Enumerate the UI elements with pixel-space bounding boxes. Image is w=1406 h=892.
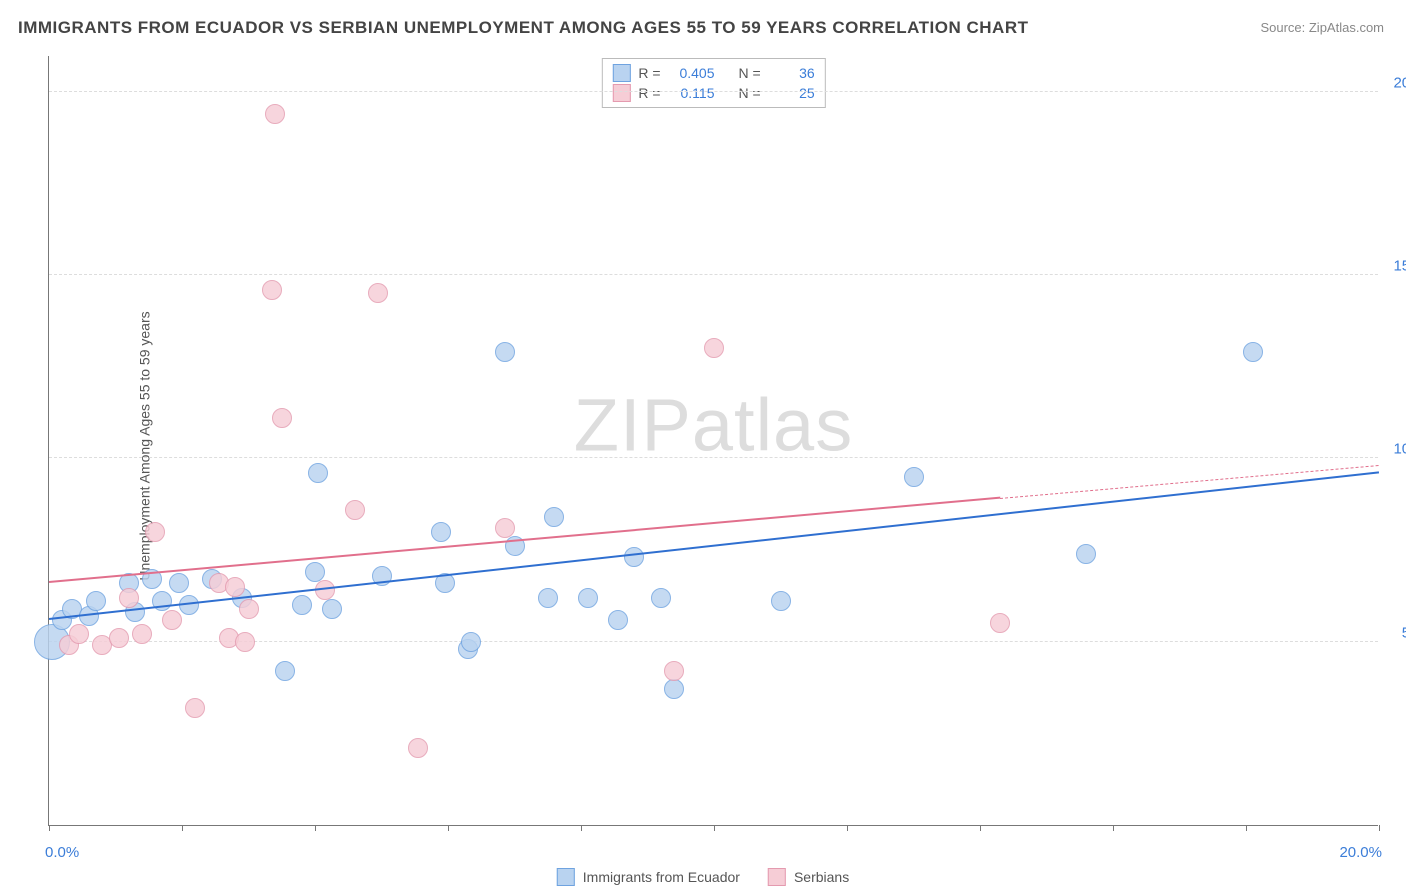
point-serbians — [225, 577, 245, 597]
x-tick — [1113, 825, 1114, 831]
point-ecuador — [771, 591, 791, 611]
point-ecuador — [608, 610, 628, 630]
point-ecuador — [461, 632, 481, 652]
watermark-part-a: ZIP — [574, 384, 692, 467]
x-tick — [315, 825, 316, 831]
x-tick — [980, 825, 981, 831]
x-tick-label: 20.0% — [1339, 844, 1382, 861]
point-ecuador — [86, 591, 106, 611]
point-ecuador — [578, 588, 598, 608]
point-serbians — [69, 624, 89, 644]
point-ecuador — [538, 588, 558, 608]
x-tick-label: 0.0% — [45, 844, 79, 861]
x-tick — [448, 825, 449, 831]
point-ecuador — [305, 562, 325, 582]
point-ecuador — [322, 599, 342, 619]
legend-item-serbians: Serbians — [768, 868, 849, 886]
legend-row-ecuador: R = 0.405 N = 36 — [612, 63, 814, 83]
r-value: 0.115 — [669, 83, 715, 103]
point-serbians — [239, 599, 259, 619]
point-ecuador — [1243, 342, 1263, 362]
point-ecuador — [495, 342, 515, 362]
legend-label: Immigrants from Ecuador — [583, 869, 740, 885]
x-tick — [1379, 825, 1380, 831]
source-attribution: Source: ZipAtlas.com — [1260, 20, 1384, 35]
point-serbians — [145, 522, 165, 542]
point-serbians — [132, 624, 152, 644]
n-value: 25 — [769, 83, 815, 103]
series-legend: Immigrants from Ecuador Serbians — [557, 868, 849, 886]
gridline — [49, 457, 1378, 458]
point-serbians — [109, 628, 129, 648]
point-serbians — [272, 408, 292, 428]
watermark-part-b: atlas — [692, 384, 853, 467]
point-ecuador — [544, 507, 564, 527]
correlation-legend: R = 0.405 N = 36 R = 0.115 N = 25 — [601, 58, 825, 108]
point-ecuador — [664, 679, 684, 699]
point-ecuador — [1076, 544, 1096, 564]
point-serbians — [162, 610, 182, 630]
n-label: N = — [739, 83, 761, 103]
point-serbians — [408, 738, 428, 758]
point-serbians — [704, 338, 724, 358]
gridline — [49, 274, 1378, 275]
point-serbians — [495, 518, 515, 538]
legend-swatch-ecuador — [612, 64, 630, 82]
point-serbians — [262, 280, 282, 300]
legend-item-ecuador: Immigrants from Ecuador — [557, 868, 740, 886]
x-tick — [49, 825, 50, 831]
gridline — [49, 91, 1378, 92]
point-serbians — [368, 283, 388, 303]
y-tick-label: 5.0% — [1382, 624, 1406, 641]
y-tick-label: 20.0% — [1382, 74, 1406, 91]
legend-swatch-ecuador — [557, 868, 575, 886]
point-ecuador — [431, 522, 451, 542]
r-label: R = — [638, 83, 660, 103]
n-value: 36 — [769, 63, 815, 83]
point-serbians — [185, 698, 205, 718]
x-tick — [581, 825, 582, 831]
point-ecuador — [308, 463, 328, 483]
chart-title: IMMIGRANTS FROM ECUADOR VS SERBIAN UNEMP… — [18, 18, 1028, 38]
r-value: 0.405 — [669, 63, 715, 83]
x-tick — [847, 825, 848, 831]
x-tick — [714, 825, 715, 831]
trend-line — [49, 497, 1000, 583]
r-label: R = — [638, 63, 660, 83]
legend-row-serbians: R = 0.115 N = 25 — [612, 83, 814, 103]
point-ecuador — [275, 661, 295, 681]
legend-label: Serbians — [794, 869, 849, 885]
point-ecuador — [292, 595, 312, 615]
point-serbians — [664, 661, 684, 681]
point-serbians — [119, 588, 139, 608]
point-ecuador — [624, 547, 644, 567]
y-tick-label: 10.0% — [1382, 441, 1406, 458]
point-serbians — [265, 104, 285, 124]
legend-swatch-serbians — [768, 868, 786, 886]
x-tick — [1246, 825, 1247, 831]
n-label: N = — [739, 63, 761, 83]
point-ecuador — [152, 591, 172, 611]
legend-swatch-serbians — [612, 84, 630, 102]
point-ecuador — [169, 573, 189, 593]
scatter-plot-area: ZIPatlas R = 0.405 N = 36 R = 0.115 N = … — [48, 56, 1378, 826]
x-tick — [182, 825, 183, 831]
point-ecuador — [651, 588, 671, 608]
point-serbians — [990, 613, 1010, 633]
watermark: ZIPatlas — [574, 383, 853, 468]
trend-line — [49, 471, 1379, 620]
point-serbians — [235, 632, 255, 652]
y-tick-label: 15.0% — [1382, 258, 1406, 275]
point-serbians — [345, 500, 365, 520]
point-ecuador — [904, 467, 924, 487]
